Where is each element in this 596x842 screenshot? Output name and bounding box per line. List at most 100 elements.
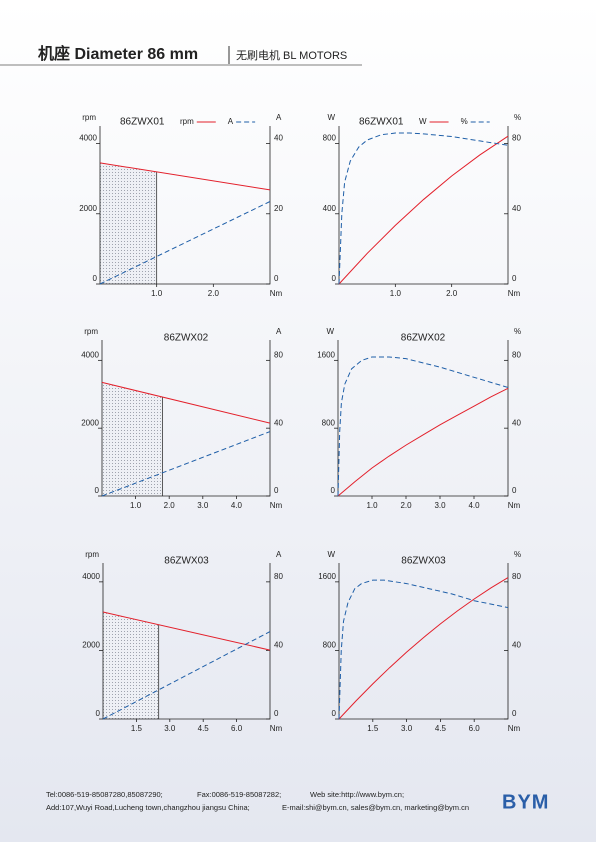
x-tick-label: 2.0 <box>164 501 176 510</box>
x-tick-label: 6.0 <box>231 724 243 733</box>
y2-tick-label: 0 <box>274 486 279 495</box>
y-tick-label: 0 <box>332 274 337 283</box>
x-axis-label: Nm <box>270 724 283 733</box>
axis-frame <box>102 563 271 720</box>
series-line <box>102 611 271 651</box>
x-tick-label: 2.0 <box>446 289 458 298</box>
chart-title: 86ZWX01 <box>359 117 404 128</box>
footer-web: Web site:http://www.bym.cn; <box>310 790 404 799</box>
x-tick-label: 4.5 <box>198 724 210 733</box>
y2-tick-label: 40 <box>274 418 283 427</box>
y2-tick-label: 0 <box>512 274 517 283</box>
rated-region <box>102 382 163 496</box>
series-line <box>101 431 271 497</box>
x-tick-label: 2.0 <box>208 289 220 298</box>
x-tick-label: 1.5 <box>131 724 143 733</box>
y-tick-label: 2000 <box>79 204 97 213</box>
footer-address: Add:107,Wuyi Road,Lucheng town,changzhou… <box>46 803 250 812</box>
y-axis-label: W <box>327 113 335 122</box>
y2-tick-label: 40 <box>274 134 283 143</box>
chart-title: 86ZWX02 <box>401 333 446 344</box>
series-line <box>337 387 509 497</box>
axis-frame <box>99 126 271 285</box>
series-line <box>337 356 509 497</box>
rated-region <box>100 162 157 284</box>
y2-tick-label: 40 <box>512 418 521 427</box>
y2-axis-label: A <box>276 327 282 336</box>
y2-tick-label: 40 <box>512 204 521 213</box>
x-tick-label: 1.0 <box>366 501 378 510</box>
x-tick-label: 3.0 <box>197 501 209 510</box>
y2-tick-label: 0 <box>512 486 517 495</box>
x-axis-label: Nm <box>270 501 283 510</box>
legend-label: % <box>461 117 468 126</box>
y2-axis-label: % <box>514 113 521 122</box>
y-tick-label: 4000 <box>82 572 100 581</box>
axis-frame <box>337 340 509 497</box>
footer-tel: Tel:0086-519-85087280,85087290; <box>46 790 163 799</box>
x-axis-label: Nm <box>270 289 283 298</box>
y-tick-label: 1600 <box>317 350 335 359</box>
y-tick-label: 800 <box>322 418 336 427</box>
y-tick-label: 1600 <box>318 572 336 581</box>
page-title: 机座 Diameter 86 mm <box>38 44 198 63</box>
page-subtitle: 无刷电机 BL MOTORS <box>236 48 347 62</box>
y-axis-label: W <box>326 327 334 336</box>
x-tick-label: 4.5 <box>435 724 447 733</box>
y-axis-label: rpm <box>82 113 96 122</box>
y-tick-label: 800 <box>323 641 337 650</box>
series-line <box>101 381 271 424</box>
y-tick-label: 2000 <box>81 418 99 427</box>
y-tick-label: 4000 <box>79 134 97 143</box>
y2-tick-label: 20 <box>274 204 283 213</box>
x-tick-label: 4.0 <box>468 501 480 510</box>
y2-tick-label: 0 <box>274 274 279 283</box>
chart-title: 86ZWX03 <box>401 556 446 567</box>
x-tick-label: 1.0 <box>130 501 142 510</box>
y-axis-label: rpm <box>85 550 99 559</box>
y-tick-label: 400 <box>323 204 337 213</box>
y2-tick-label: 80 <box>274 350 283 359</box>
series-line <box>338 577 509 720</box>
x-tick-label: 1.5 <box>367 724 379 733</box>
y2-axis-label: % <box>514 327 521 336</box>
y-axis-label: W <box>327 550 335 559</box>
series-line <box>338 132 509 285</box>
y2-tick-label: 0 <box>512 709 517 718</box>
series-line <box>338 579 509 720</box>
y2-tick-label: 80 <box>512 572 521 581</box>
y2-axis-label: A <box>276 550 282 559</box>
y2-tick-label: 80 <box>512 350 521 359</box>
y2-tick-label: 40 <box>274 641 283 650</box>
y2-axis-label: % <box>514 550 521 559</box>
logo: BYM <box>502 791 549 813</box>
y2-tick-label: 80 <box>512 134 521 143</box>
footer-email: E-mail:shi@bym.cn, sales@bym.cn, marketi… <box>282 803 469 812</box>
legend-label: W <box>419 117 427 126</box>
x-tick-label: 1.0 <box>390 289 402 298</box>
legend-label: A <box>228 117 234 126</box>
chart-title: 86ZWX03 <box>164 556 209 567</box>
y-tick-label: 4000 <box>81 350 99 359</box>
series-line <box>338 135 509 285</box>
axis-frame <box>101 340 271 497</box>
x-tick-label: 6.0 <box>469 724 481 733</box>
x-tick-label: 1.0 <box>151 289 163 298</box>
y-axis-label: rpm <box>84 327 98 336</box>
x-tick-label: 3.0 <box>401 724 413 733</box>
y-tick-label: 0 <box>332 709 337 718</box>
axis-frame <box>338 126 509 285</box>
footer-fax: Fax:0086-519-85087282; <box>197 790 281 799</box>
y-tick-label: 0 <box>93 274 98 283</box>
x-tick-label: 3.0 <box>164 724 176 733</box>
x-axis-label: Nm <box>508 501 521 510</box>
y-tick-label: 0 <box>96 709 101 718</box>
series-line <box>99 162 271 191</box>
y-tick-label: 0 <box>95 486 100 495</box>
chart-title: 86ZWX01 <box>120 117 165 128</box>
y2-tick-label: 80 <box>274 572 283 581</box>
axis-frame <box>338 563 509 720</box>
y-tick-label: 800 <box>323 134 337 143</box>
